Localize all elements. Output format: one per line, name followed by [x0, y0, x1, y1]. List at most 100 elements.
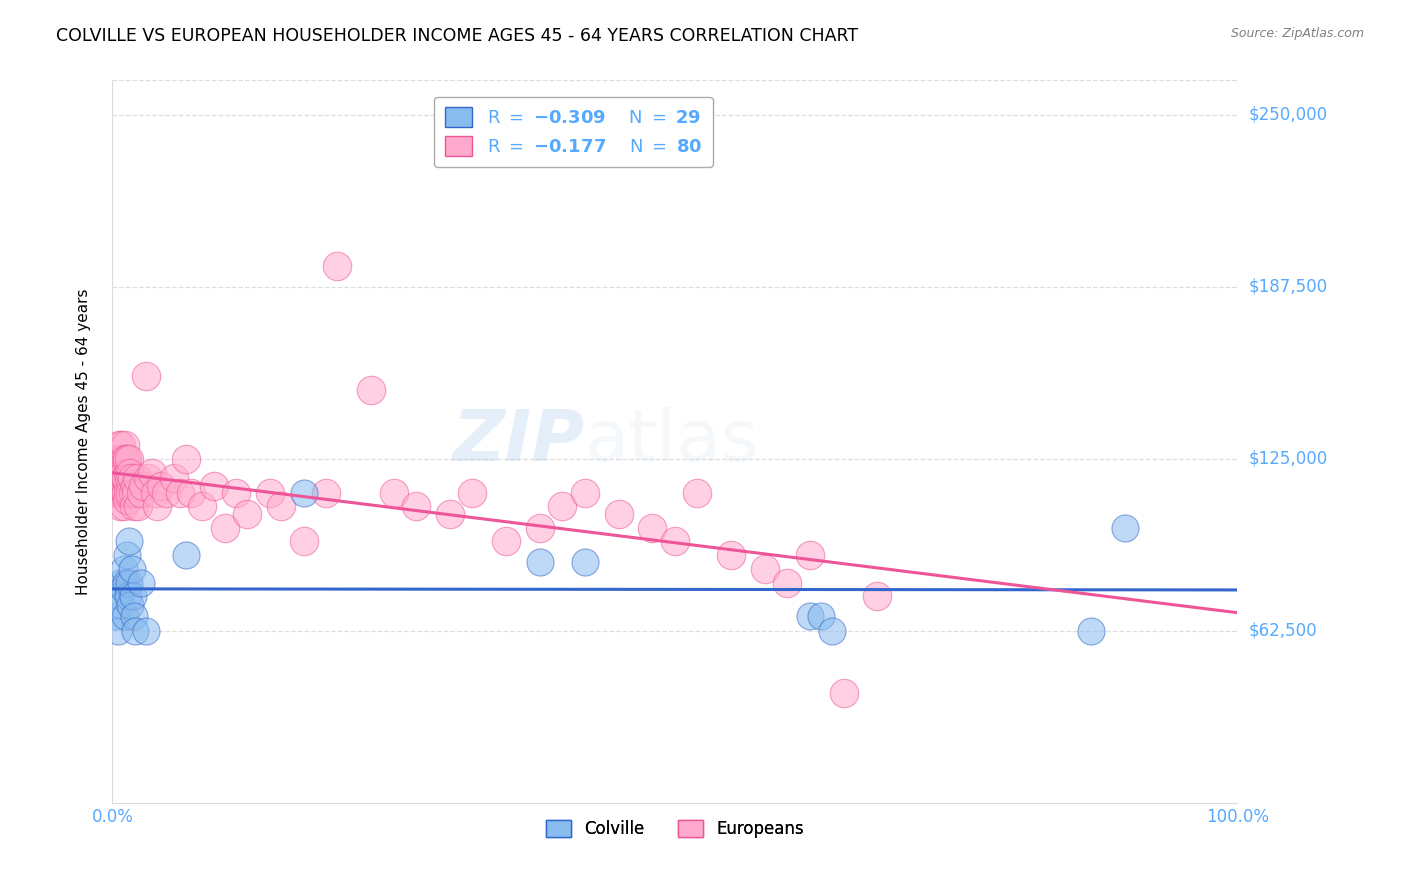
Text: ZIP: ZIP [453, 407, 585, 476]
Point [120, 486, 142, 500]
Point [174, 548, 197, 562]
Point [107, 624, 129, 638]
Point [776, 575, 799, 590]
Point [110, 451, 132, 466]
Point [121, 471, 143, 485]
Point [129, 486, 152, 500]
Point [117, 466, 139, 480]
Point [122, 608, 145, 623]
Point [686, 486, 709, 500]
Point [111, 486, 134, 500]
Point [810, 608, 832, 623]
Point [112, 451, 135, 466]
Point [127, 499, 149, 513]
Point [118, 534, 141, 549]
Point [1114, 520, 1136, 534]
Point [110, 486, 132, 500]
Point [270, 499, 292, 513]
Point [149, 479, 172, 493]
Point [574, 486, 596, 500]
Point [111, 581, 134, 595]
Point [104, 486, 127, 500]
Point [214, 520, 236, 534]
Point [799, 608, 821, 623]
Point [135, 369, 157, 384]
Point [117, 486, 139, 500]
Point [132, 479, 155, 493]
Point [664, 534, 686, 549]
Point [118, 471, 141, 485]
Point [115, 548, 138, 562]
Point [225, 486, 247, 500]
Point [110, 598, 132, 612]
Point [169, 486, 191, 500]
Point [146, 499, 169, 513]
Point [108, 438, 131, 452]
Point [439, 507, 461, 521]
Point [107, 451, 129, 466]
Point [108, 479, 131, 493]
Point [120, 598, 142, 612]
Point [143, 486, 166, 500]
Text: atlas: atlas [585, 407, 759, 476]
Y-axis label: Householder Income Ages 45 - 64 years: Householder Income Ages 45 - 64 years [76, 288, 91, 595]
Point [821, 624, 844, 638]
Point [115, 575, 138, 590]
Point [110, 438, 132, 452]
Point [180, 486, 202, 500]
Point [115, 451, 138, 466]
Text: $250,000: $250,000 [1249, 105, 1327, 124]
Point [259, 486, 281, 500]
Point [574, 555, 596, 569]
Point [112, 466, 135, 480]
Point [108, 590, 131, 604]
Text: $125,000: $125,000 [1249, 450, 1327, 467]
Point [115, 486, 138, 500]
Point [551, 499, 574, 513]
Point [174, 451, 197, 466]
Point [121, 486, 143, 500]
Point [124, 624, 146, 638]
Point [202, 479, 225, 493]
Point [127, 471, 149, 485]
Point [120, 466, 142, 480]
Point [110, 471, 132, 485]
Point [114, 471, 136, 485]
Point [115, 493, 138, 508]
Text: COLVILLE VS EUROPEAN HOUSEHOLDER INCOME AGES 45 - 64 YEARS CORRELATION CHART: COLVILLE VS EUROPEAN HOUSEHOLDER INCOME … [56, 27, 859, 45]
Text: Source: ZipAtlas.com: Source: ZipAtlas.com [1230, 27, 1364, 40]
Point [114, 486, 136, 500]
Point [405, 499, 427, 513]
Point [110, 466, 132, 480]
Point [135, 624, 157, 638]
Point [125, 486, 148, 500]
Point [121, 562, 143, 576]
Point [115, 471, 138, 485]
Point [832, 686, 855, 700]
Point [360, 383, 382, 397]
Point [292, 534, 315, 549]
Point [115, 451, 138, 466]
Point [292, 486, 315, 500]
Point [138, 471, 160, 485]
Point [114, 608, 136, 623]
Point [495, 534, 517, 549]
Point [114, 438, 136, 452]
Point [866, 590, 889, 604]
Point [129, 575, 152, 590]
Point [111, 471, 134, 485]
Legend: Colville, Europeans: Colville, Europeans [540, 814, 810, 845]
Point [799, 548, 821, 562]
Point [110, 575, 132, 590]
Point [155, 486, 177, 500]
Point [118, 575, 141, 590]
Point [720, 548, 742, 562]
Point [121, 590, 143, 604]
Point [141, 466, 163, 480]
Point [105, 471, 128, 485]
Point [641, 520, 664, 534]
Point [1080, 624, 1102, 638]
Point [315, 486, 337, 500]
Point [122, 499, 145, 513]
Point [461, 486, 484, 500]
